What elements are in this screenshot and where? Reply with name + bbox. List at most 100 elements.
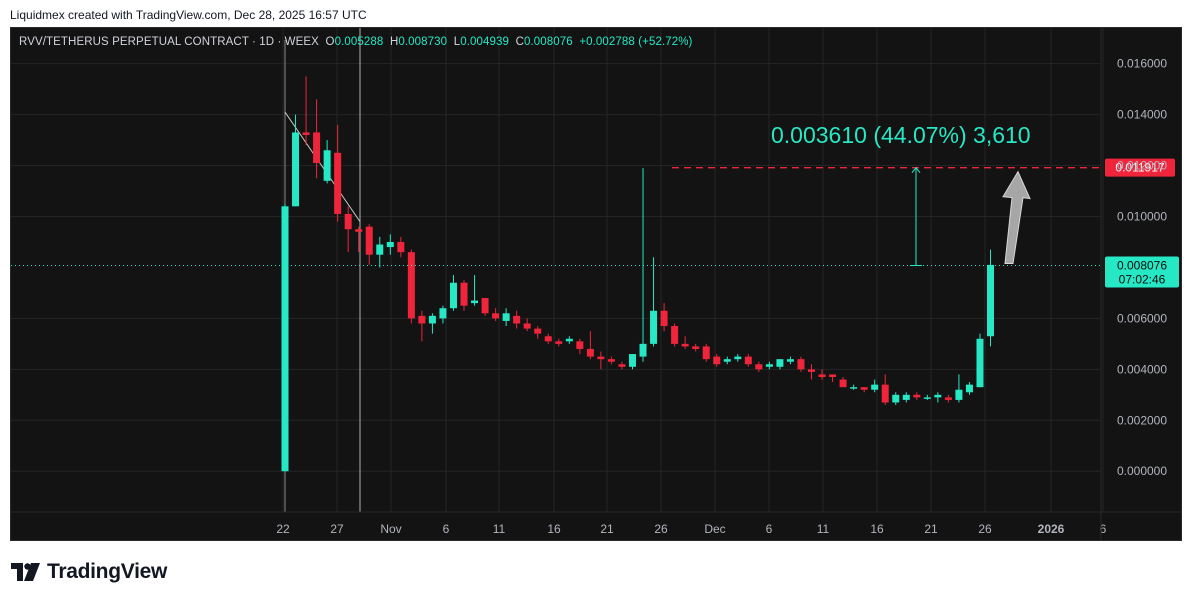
candle-body <box>555 341 563 344</box>
candle-body <box>860 387 868 390</box>
chart-attribution: Liquidmex created with TradingView.com, … <box>10 8 367 22</box>
x-tick-label: Nov <box>380 522 401 536</box>
candle <box>765 361 773 370</box>
candle-body <box>944 397 952 400</box>
axes: 0.016000 0.014000 0.012000 0.010000 0.006000… <box>11 28 1181 540</box>
candle <box>618 361 626 370</box>
candle <box>428 313 436 334</box>
countdown-label: 07:02:46 <box>1119 273 1166 287</box>
candle <box>313 99 321 179</box>
candle <box>681 336 689 349</box>
candles <box>281 76 995 472</box>
candle-body <box>797 359 805 370</box>
open-label: O <box>325 36 335 48</box>
candle <box>565 336 573 344</box>
change-value: +0.002788 (+52.72%) <box>579 36 693 48</box>
y-tick-label: 0.010000 <box>1117 210 1167 224</box>
vertical-markers <box>284 28 361 512</box>
candle <box>934 392 942 403</box>
candle-body <box>628 354 636 367</box>
tradingview-logo-icon <box>11 563 40 581</box>
candle-body <box>839 379 847 388</box>
candle <box>302 76 310 146</box>
y-tick-label: 0.002000 <box>1117 413 1167 427</box>
x-tick-label: 6 <box>1100 522 1107 536</box>
candle <box>776 359 784 370</box>
x-tick-label: Dec <box>704 522 725 536</box>
candle <box>850 384 858 390</box>
candle-body <box>323 150 331 181</box>
tradingview-brand: TradingView <box>47 560 168 583</box>
candle <box>386 234 394 255</box>
candle <box>513 310 521 329</box>
candle-body <box>850 387 858 389</box>
candle-body <box>513 315 521 324</box>
close-value: 0.008076 <box>523 36 573 48</box>
low-label: L <box>453 36 461 48</box>
candle-body <box>502 313 510 321</box>
chart-panel[interactable]: 0.008076 07:02:46 0.011917 0.003610 (44.07%… <box>10 27 1182 541</box>
candle <box>976 333 984 388</box>
low-value: 0.004939 <box>460 36 509 48</box>
candle <box>555 338 563 347</box>
candle-body <box>765 364 773 367</box>
candle-body <box>776 359 784 367</box>
candle <box>365 224 373 265</box>
candle <box>344 206 352 253</box>
candle-body <box>428 315 436 324</box>
x-tick-label: 22 <box>276 522 290 536</box>
grid <box>11 28 1104 512</box>
candle-body <box>650 310 658 344</box>
y-tick-label: 0.016000 <box>1117 57 1167 71</box>
candle-body <box>618 364 626 367</box>
candle-body <box>829 374 837 377</box>
candle-body <box>544 336 552 342</box>
candle <box>281 203 289 472</box>
candle-body <box>786 359 794 362</box>
candle-body <box>723 359 731 362</box>
candle-body <box>355 229 363 232</box>
candle <box>544 333 552 344</box>
candle-body <box>881 384 889 403</box>
candle <box>892 392 900 406</box>
candle-body <box>923 397 931 399</box>
candle-body <box>334 152 342 214</box>
candle <box>871 379 879 393</box>
candle-body <box>281 206 289 472</box>
candle-body <box>471 300 479 304</box>
x-tick-label: 21 <box>924 522 938 536</box>
candle-body <box>671 326 679 344</box>
x-tick-label: 16 <box>547 522 561 536</box>
candle <box>744 354 752 367</box>
candle <box>808 364 815 380</box>
candle <box>723 356 731 365</box>
candle <box>292 114 300 207</box>
candle-body <box>976 338 984 388</box>
candle <box>797 356 805 372</box>
candle <box>597 351 605 370</box>
candle-body <box>565 338 573 342</box>
candle <box>987 249 995 347</box>
candle <box>650 257 658 347</box>
candle <box>860 387 868 393</box>
candle-body <box>808 369 815 372</box>
candle <box>628 354 636 370</box>
candle-body <box>576 341 584 349</box>
candle-body <box>965 384 973 393</box>
candle-body <box>365 226 373 255</box>
candle <box>449 275 457 311</box>
candle-body <box>681 343 689 347</box>
candle <box>323 140 331 184</box>
symbol-name: RVV/TETHERUS PERPETUAL CONTRACT · 1D · W… <box>19 36 319 48</box>
candle-body <box>702 346 710 360</box>
candle-body <box>913 394 921 398</box>
candle <box>586 331 594 360</box>
y-tick-label: 0.004000 <box>1117 362 1167 376</box>
candle <box>829 374 837 383</box>
candle-body <box>449 282 457 309</box>
candle <box>944 394 952 403</box>
candle <box>523 318 531 332</box>
tradingview-logo[interactable]: TradingView <box>11 560 167 584</box>
candle-body <box>955 389 963 400</box>
